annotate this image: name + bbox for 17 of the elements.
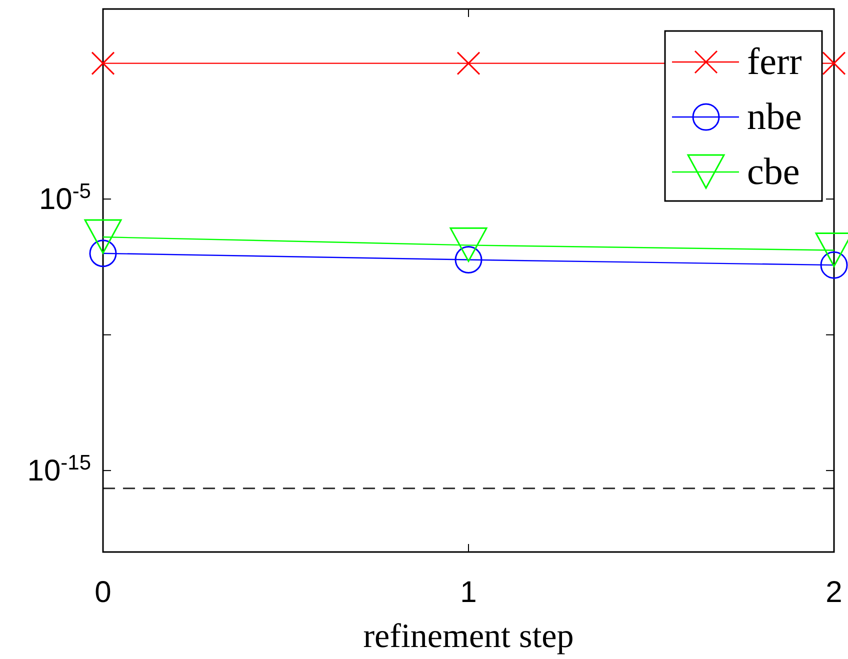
x-tick-label: 2 — [826, 576, 842, 609]
legend-label: ferr — [747, 41, 802, 83]
point — [450, 227, 488, 262]
point — [89, 240, 117, 268]
point — [820, 251, 848, 279]
point — [84, 219, 122, 254]
point — [456, 52, 480, 76]
x-axis-title: refinement step — [363, 618, 574, 655]
legend-label: nbe — [747, 96, 802, 138]
y-tick-label: 10$^{-15}$ — [27, 451, 91, 488]
x-tick-label: 1 — [460, 576, 477, 609]
legend-label: cbe — [747, 151, 800, 193]
x-tick-label: 0 — [94, 576, 112, 609]
y-tick-label: 10$^{-5}$ — [38, 180, 91, 216]
point — [454, 246, 482, 274]
point — [822, 52, 846, 76]
point — [91, 52, 115, 76]
